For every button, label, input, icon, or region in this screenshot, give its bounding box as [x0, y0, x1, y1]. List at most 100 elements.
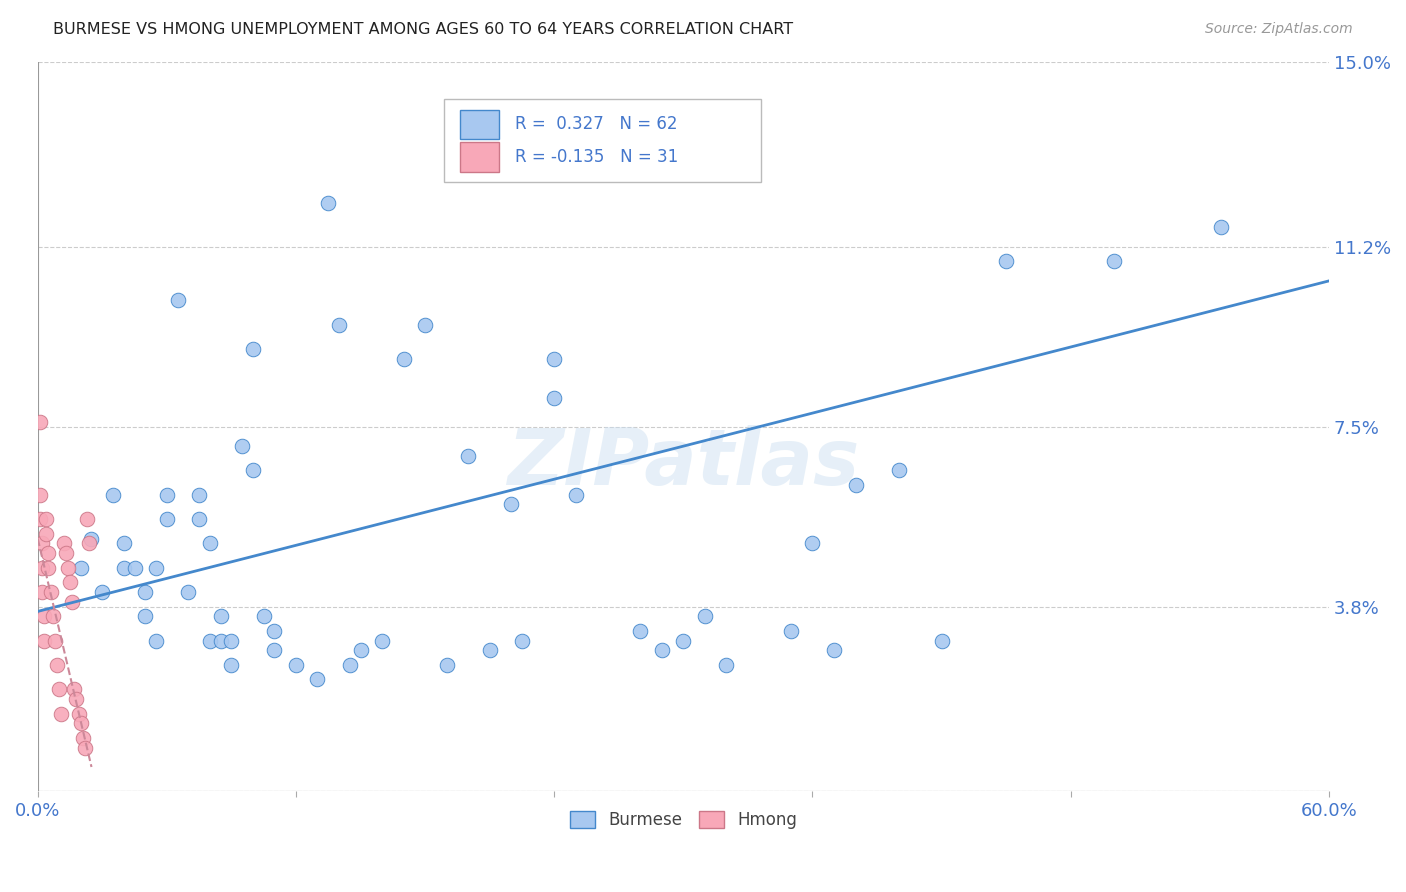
- Point: [39, 585, 62, 599]
- Point: [28, 415, 51, 429]
- Point: [242, 463, 264, 477]
- Text: ZIPatlas: ZIPatlas: [508, 425, 859, 501]
- Point: [51, 706, 73, 721]
- Point: [79, 536, 101, 550]
- Point: [37, 546, 59, 560]
- Point: [28, 488, 51, 502]
- Point: [44, 633, 66, 648]
- Point: [65, 692, 87, 706]
- Point: [328, 318, 350, 332]
- Point: [101, 488, 124, 502]
- Point: [284, 657, 307, 672]
- Point: [177, 585, 200, 599]
- Point: [60, 595, 83, 609]
- Point: [672, 633, 695, 648]
- Point: [716, 657, 738, 672]
- Text: R =  0.327   N = 62: R = 0.327 N = 62: [516, 115, 678, 133]
- Point: [231, 439, 253, 453]
- Point: [887, 463, 910, 477]
- Bar: [444, 99, 761, 183]
- Point: [478, 643, 501, 657]
- Point: [73, 740, 96, 755]
- Point: [263, 643, 285, 657]
- Point: [134, 609, 156, 624]
- Point: [651, 643, 673, 657]
- Point: [316, 196, 339, 211]
- Point: [48, 682, 70, 697]
- Point: [32, 609, 55, 624]
- Point: [31, 585, 53, 599]
- Point: [628, 624, 651, 638]
- Point: [349, 643, 371, 657]
- Point: [510, 633, 533, 648]
- Point: [188, 512, 211, 526]
- Point: [263, 624, 285, 638]
- Point: [69, 716, 91, 731]
- Point: [156, 512, 179, 526]
- Point: [55, 546, 77, 560]
- Point: [63, 682, 86, 697]
- Point: [134, 585, 156, 599]
- Point: [1211, 220, 1233, 235]
- Point: [457, 449, 479, 463]
- Point: [198, 633, 221, 648]
- Point: [28, 512, 51, 526]
- Point: [37, 560, 59, 574]
- Point: [67, 706, 90, 721]
- Point: [564, 488, 586, 502]
- Point: [436, 657, 458, 672]
- Point: [72, 731, 94, 745]
- Point: [253, 609, 276, 624]
- Point: [145, 560, 167, 574]
- Point: [112, 536, 135, 550]
- Bar: [460, 110, 499, 138]
- Bar: [460, 143, 499, 171]
- Point: [188, 488, 211, 502]
- Point: [69, 560, 91, 574]
- Point: [221, 657, 243, 672]
- Point: [307, 673, 329, 687]
- Point: [166, 293, 188, 308]
- Legend: Burmese, Hmong: Burmese, Hmong: [562, 804, 804, 836]
- Point: [76, 512, 98, 526]
- Point: [371, 633, 394, 648]
- Point: [46, 657, 69, 672]
- Point: [780, 624, 803, 638]
- Point: [59, 575, 82, 590]
- Point: [501, 147, 523, 161]
- Point: [52, 536, 75, 550]
- Point: [124, 560, 146, 574]
- Point: [209, 609, 232, 624]
- Point: [156, 488, 179, 502]
- Point: [844, 478, 866, 492]
- Point: [35, 512, 58, 526]
- Text: Source: ZipAtlas.com: Source: ZipAtlas.com: [1205, 22, 1353, 37]
- Point: [145, 633, 167, 648]
- Point: [32, 633, 55, 648]
- Point: [91, 585, 114, 599]
- Point: [543, 391, 565, 405]
- Point: [242, 342, 264, 356]
- Point: [198, 536, 221, 550]
- Point: [31, 536, 53, 550]
- Point: [31, 560, 53, 574]
- Point: [112, 560, 135, 574]
- Point: [56, 560, 79, 574]
- Point: [392, 351, 415, 366]
- Point: [209, 633, 232, 648]
- Point: [42, 609, 65, 624]
- Point: [823, 643, 845, 657]
- Point: [1102, 254, 1125, 268]
- Text: R = -0.135   N = 31: R = -0.135 N = 31: [516, 148, 679, 166]
- Point: [693, 609, 716, 624]
- Point: [543, 351, 565, 366]
- Point: [931, 633, 953, 648]
- Point: [339, 657, 361, 672]
- Text: BURMESE VS HMONG UNEMPLOYMENT AMONG AGES 60 TO 64 YEARS CORRELATION CHART: BURMESE VS HMONG UNEMPLOYMENT AMONG AGES…: [53, 22, 793, 37]
- Point: [995, 254, 1018, 268]
- Point: [413, 318, 436, 332]
- Point: [221, 633, 243, 648]
- Point: [501, 498, 523, 512]
- Point: [35, 526, 58, 541]
- Point: [80, 532, 103, 546]
